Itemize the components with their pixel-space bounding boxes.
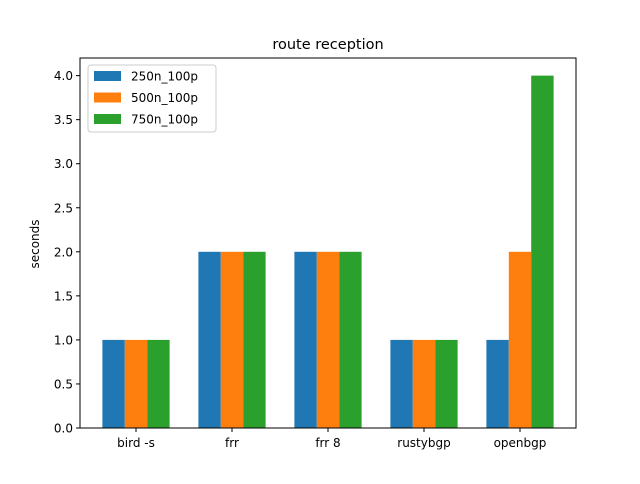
bar-250n_100p-frr-8 (294, 251, 317, 428)
y-tick-label: 3.5 (54, 113, 73, 127)
bar-250n_100p-bird--s (102, 339, 125, 428)
bar-250n_100p-openbgp (486, 339, 509, 428)
y-tick-label: 1.5 (54, 289, 73, 303)
x-tick-label: bird -s (117, 436, 155, 450)
y-axis: 0.0 0.5 1.0 1.5 2.0 2.5 3.0 3.5 4.0 (54, 69, 80, 436)
y-tick-label: 4.0 (54, 69, 73, 83)
bars-layer (102, 75, 554, 428)
legend-label: 750n_100p (131, 113, 198, 127)
y-tick-label: 2.5 (54, 201, 73, 215)
legend: 250n_100p 500n_100p 750n_100p (87, 64, 217, 133)
y-axis-label: seconds (28, 219, 42, 268)
y-tick-label: 1.0 (54, 333, 73, 347)
legend-swatch (94, 92, 121, 103)
bar-750n_100p-openbgp (531, 75, 554, 428)
legend-label: 250n_100p (131, 70, 198, 84)
bar-500n_100p-openbgp (508, 251, 532, 428)
bar-500n_100p-frr (220, 251, 244, 428)
bar-250n_100p-frr (198, 251, 221, 428)
y-tick-label: 0.5 (54, 377, 73, 391)
y-tick-label: 3.0 (54, 157, 73, 171)
x-tick-label: frr 8 (315, 436, 340, 450)
legend-label: 500n_100p (131, 91, 198, 105)
bar-250n_100p-rustybgp (390, 339, 413, 428)
y-tick-label: 2.0 (54, 245, 73, 259)
legend-swatch (94, 71, 121, 81)
bar-750n_100p-bird--s (147, 339, 170, 428)
bar-500n_100p-bird--s (124, 339, 148, 428)
bar-750n_100p-frr (243, 251, 266, 428)
y-tick-label: 0.0 (54, 422, 73, 436)
x-tick-label: rustybgp (397, 436, 450, 450)
bar-500n_100p-frr-8 (316, 251, 340, 428)
bar-750n_100p-frr-8 (339, 251, 362, 428)
x-tick-label: openbgp (494, 436, 547, 450)
bar-500n_100p-rustybgp (412, 339, 436, 428)
x-axis: bird -s frr frr 8 rustybgp openbgp (117, 428, 546, 450)
legend-swatch (94, 114, 121, 124)
plot-area-frame (79, 57, 577, 429)
chart-title: route reception (272, 37, 383, 53)
x-tick-label: frr (225, 436, 239, 450)
bar-750n_100p-rustybgp (435, 339, 458, 428)
